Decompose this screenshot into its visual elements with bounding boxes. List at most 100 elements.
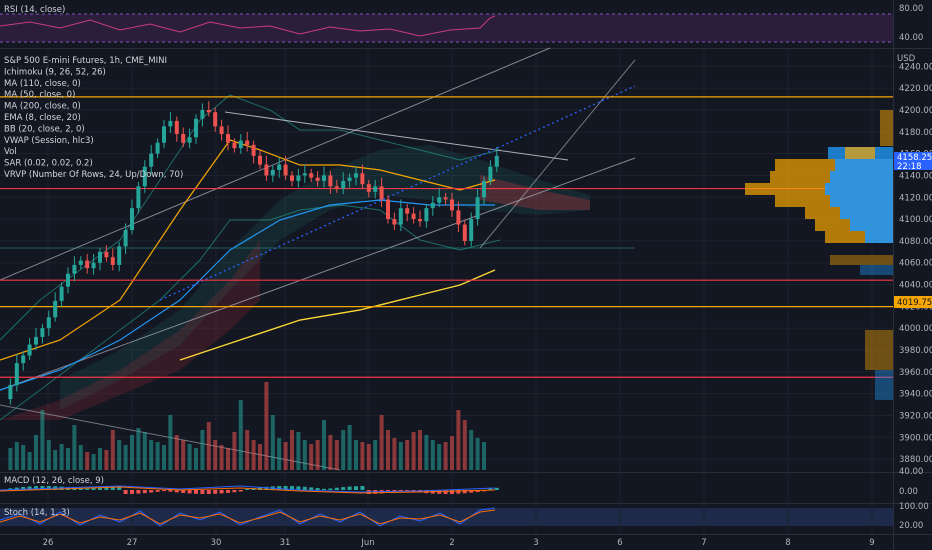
legend-item[interactable]: VWAP (Session, hlc3)	[4, 136, 94, 146]
volume-bar	[219, 445, 224, 470]
volume-bar	[475, 438, 480, 470]
macd-hist-bar	[174, 490, 179, 493]
volume-bar	[14, 442, 19, 470]
macd-hist-bar	[245, 488, 250, 490]
ichimoku-cloud	[60, 145, 590, 410]
volume-bar	[149, 440, 154, 470]
volume-bar	[296, 432, 301, 470]
macd-hist-bar	[213, 490, 218, 494]
time-tick: 30	[211, 538, 222, 548]
legend-item[interactable]: MA (200, close, 0)	[4, 102, 81, 112]
candle-body	[315, 177, 320, 181]
volume-bar	[392, 438, 397, 470]
macd-hist-bar	[162, 490, 166, 492]
last-price-value: 4158.25	[897, 153, 932, 163]
macd-signal	[0, 486, 496, 494]
candle-body	[91, 262, 96, 269]
candle-body	[40, 328, 45, 337]
legend-item[interactable]: S&P 500 E-mini Futures, 1h, CME_MINI	[4, 56, 167, 66]
candle-body	[373, 186, 378, 192]
price-tick: 4180.00	[899, 128, 932, 138]
price-tick: 4240.00	[899, 62, 932, 72]
macd-hist-bar	[232, 490, 237, 493]
rsi-label: RSI (14, close)	[4, 5, 65, 15]
candle-body	[302, 173, 307, 176]
volume-bar	[469, 430, 474, 470]
candle-body	[168, 120, 173, 127]
candle-body	[72, 264, 77, 274]
macd-hist-bar	[354, 486, 358, 490]
macd-hist-bar	[98, 487, 102, 490]
price-tick: 4200.00	[899, 106, 932, 116]
volume-bar	[290, 430, 294, 470]
volume-bar	[418, 430, 422, 470]
macd-hist-bar	[405, 490, 410, 492]
legend-item[interactable]: Vol	[4, 147, 17, 157]
candle-body	[85, 260, 90, 269]
legend-item[interactable]: SAR (0.02, 0.02, 0.2)	[4, 159, 93, 169]
legend-item[interactable]: BB (20, close, 2, 0)	[4, 124, 85, 134]
candle-body	[98, 251, 102, 263]
macd-hist-bar	[238, 490, 243, 492]
candle-body	[405, 208, 410, 214]
candle-body	[123, 230, 128, 247]
level-price-badge	[894, 296, 932, 308]
macd-hist-bar	[78, 488, 83, 490]
candle-body	[360, 173, 365, 185]
dotted-projection	[159, 85, 636, 301]
volume-bar	[398, 442, 403, 470]
volume-bar	[277, 438, 282, 470]
time-tick: 8	[785, 538, 790, 548]
volume-bar	[379, 415, 384, 470]
indicator-legend[interactable]: S&P 500 E-mini Futures, 1h, CME_MINIIchi…	[4, 56, 183, 180]
candle-body	[149, 153, 154, 167]
candle-body	[482, 180, 486, 198]
time-axis[interactable]: 26 27 30 31 Jun 2 3 6 7 8 9	[43, 538, 875, 548]
candle-body	[174, 120, 179, 134]
candle-body	[8, 384, 13, 400]
price-tick: 3920.00	[899, 411, 932, 421]
ma-110	[0, 199, 495, 391]
candle-body	[264, 164, 269, 176]
macd-hist-bar	[14, 487, 19, 490]
legend-item[interactable]: EMA (8, close, 20)	[4, 113, 81, 123]
volume-bar	[309, 444, 314, 470]
macd-hist-bar	[27, 486, 32, 490]
candle-body	[238, 140, 243, 149]
price-tick: 4120.00	[899, 193, 932, 203]
candle-body	[232, 142, 237, 149]
volume-bar	[21, 445, 26, 470]
price-axis[interactable]: 4240.004220.004200.004180.004160.004140.…	[899, 62, 932, 465]
candle-body	[392, 219, 397, 225]
macd-hist-bar	[8, 488, 13, 490]
volume-bar	[142, 432, 147, 470]
price-pane[interactable]	[0, 49, 893, 472]
macd-hist-bar	[91, 487, 96, 490]
candle-body	[309, 173, 314, 178]
volume-bar	[117, 440, 122, 470]
volume-bar	[104, 450, 109, 470]
legend-item[interactable]: MA (50, close, 0)	[4, 90, 75, 100]
macd-hist-bar	[34, 486, 38, 490]
macd-hist-bar	[462, 490, 467, 494]
rsi-tick-80: 80.00	[899, 4, 923, 14]
price-tick: 4040.00	[899, 281, 932, 291]
volume-bar	[366, 444, 371, 470]
macd-hist-bar	[277, 486, 282, 490]
candle-body	[411, 213, 416, 220]
candle-body	[494, 155, 499, 167]
volume-bar	[443, 442, 448, 470]
macd-label: MACD (12, 26, close, 9)	[4, 476, 104, 486]
macd-hist-bar	[104, 486, 109, 490]
stoch-tick-20: 20.00	[899, 521, 923, 531]
macd-hist-bar	[328, 488, 333, 490]
candle-body	[418, 219, 422, 222]
volume-bar	[283, 442, 288, 470]
volume-profile	[745, 110, 893, 400]
legend-item[interactable]: MA (110, close, 0)	[4, 79, 81, 89]
legend-item[interactable]: Ichimoku (9, 26, 52, 26)	[4, 67, 106, 77]
legend-item[interactable]: VRVP (Number Of Rows, 24, Up/Down, 70)	[4, 170, 183, 180]
volume-bar	[462, 420, 467, 470]
volume-bar	[386, 430, 390, 470]
